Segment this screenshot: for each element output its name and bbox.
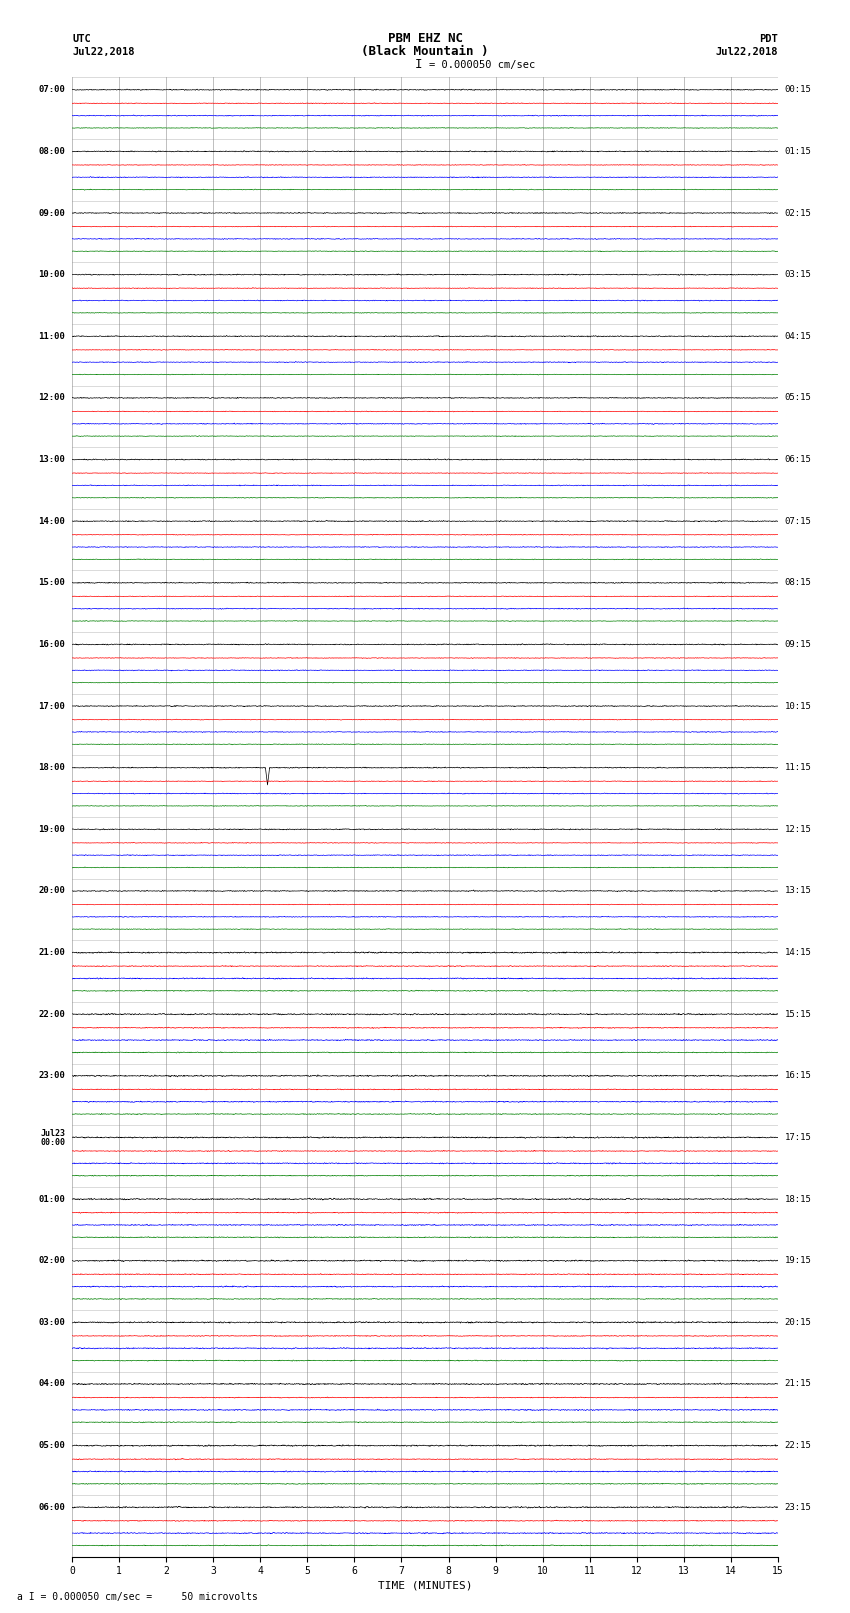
Text: 00:00: 00:00	[40, 1137, 65, 1147]
Text: 19:15: 19:15	[785, 1257, 812, 1265]
Text: 15:00: 15:00	[38, 579, 65, 587]
Text: 20:15: 20:15	[785, 1318, 812, 1327]
Text: 08:15: 08:15	[785, 579, 812, 587]
Text: 11:15: 11:15	[785, 763, 812, 773]
Text: 05:15: 05:15	[785, 394, 812, 402]
Text: 18:00: 18:00	[38, 763, 65, 773]
Text: 17:15: 17:15	[785, 1132, 812, 1142]
Text: I: I	[415, 58, 422, 71]
Text: 16:15: 16:15	[785, 1071, 812, 1081]
Text: 03:15: 03:15	[785, 269, 812, 279]
Text: 07:15: 07:15	[785, 516, 812, 526]
Text: 12:15: 12:15	[785, 824, 812, 834]
Text: 13:00: 13:00	[38, 455, 65, 465]
Text: = 0.000050 cm/sec: = 0.000050 cm/sec	[429, 60, 536, 69]
Text: 09:00: 09:00	[38, 208, 65, 218]
Text: 17:00: 17:00	[38, 702, 65, 711]
Text: 09:15: 09:15	[785, 640, 812, 648]
Text: 03:00: 03:00	[38, 1318, 65, 1327]
Text: 01:00: 01:00	[38, 1195, 65, 1203]
Text: PDT: PDT	[759, 34, 778, 44]
Text: 00:15: 00:15	[785, 85, 812, 94]
Text: 19:00: 19:00	[38, 824, 65, 834]
Text: 20:00: 20:00	[38, 887, 65, 895]
Text: 01:15: 01:15	[785, 147, 812, 156]
Text: 22:00: 22:00	[38, 1010, 65, 1019]
Text: 21:00: 21:00	[38, 948, 65, 957]
Text: 16:00: 16:00	[38, 640, 65, 648]
Text: Jul22,2018: Jul22,2018	[72, 47, 135, 56]
Text: (Black Mountain ): (Black Mountain )	[361, 45, 489, 58]
Text: 11:00: 11:00	[38, 332, 65, 340]
Text: 12:00: 12:00	[38, 394, 65, 402]
Text: UTC: UTC	[72, 34, 91, 44]
Text: Jul23: Jul23	[40, 1129, 65, 1139]
Text: 06:15: 06:15	[785, 455, 812, 465]
Text: a I = 0.000050 cm/sec =     50 microvolts: a I = 0.000050 cm/sec = 50 microvolts	[17, 1592, 258, 1602]
Text: 10:00: 10:00	[38, 269, 65, 279]
Text: 02:00: 02:00	[38, 1257, 65, 1265]
Text: 06:00: 06:00	[38, 1503, 65, 1511]
Text: 14:00: 14:00	[38, 516, 65, 526]
Text: 05:00: 05:00	[38, 1440, 65, 1450]
Text: Jul22,2018: Jul22,2018	[715, 47, 778, 56]
Text: 22:15: 22:15	[785, 1440, 812, 1450]
Text: 04:00: 04:00	[38, 1379, 65, 1389]
Text: 14:15: 14:15	[785, 948, 812, 957]
Text: 21:15: 21:15	[785, 1379, 812, 1389]
X-axis label: TIME (MINUTES): TIME (MINUTES)	[377, 1581, 473, 1590]
Text: 15:15: 15:15	[785, 1010, 812, 1019]
Text: 07:00: 07:00	[38, 85, 65, 94]
Text: 23:15: 23:15	[785, 1503, 812, 1511]
Text: 10:15: 10:15	[785, 702, 812, 711]
Text: 08:00: 08:00	[38, 147, 65, 156]
Text: 18:15: 18:15	[785, 1195, 812, 1203]
Text: 04:15: 04:15	[785, 332, 812, 340]
Text: 02:15: 02:15	[785, 208, 812, 218]
Text: 23:00: 23:00	[38, 1071, 65, 1081]
Text: PBM EHZ NC: PBM EHZ NC	[388, 32, 462, 45]
Text: 13:15: 13:15	[785, 887, 812, 895]
